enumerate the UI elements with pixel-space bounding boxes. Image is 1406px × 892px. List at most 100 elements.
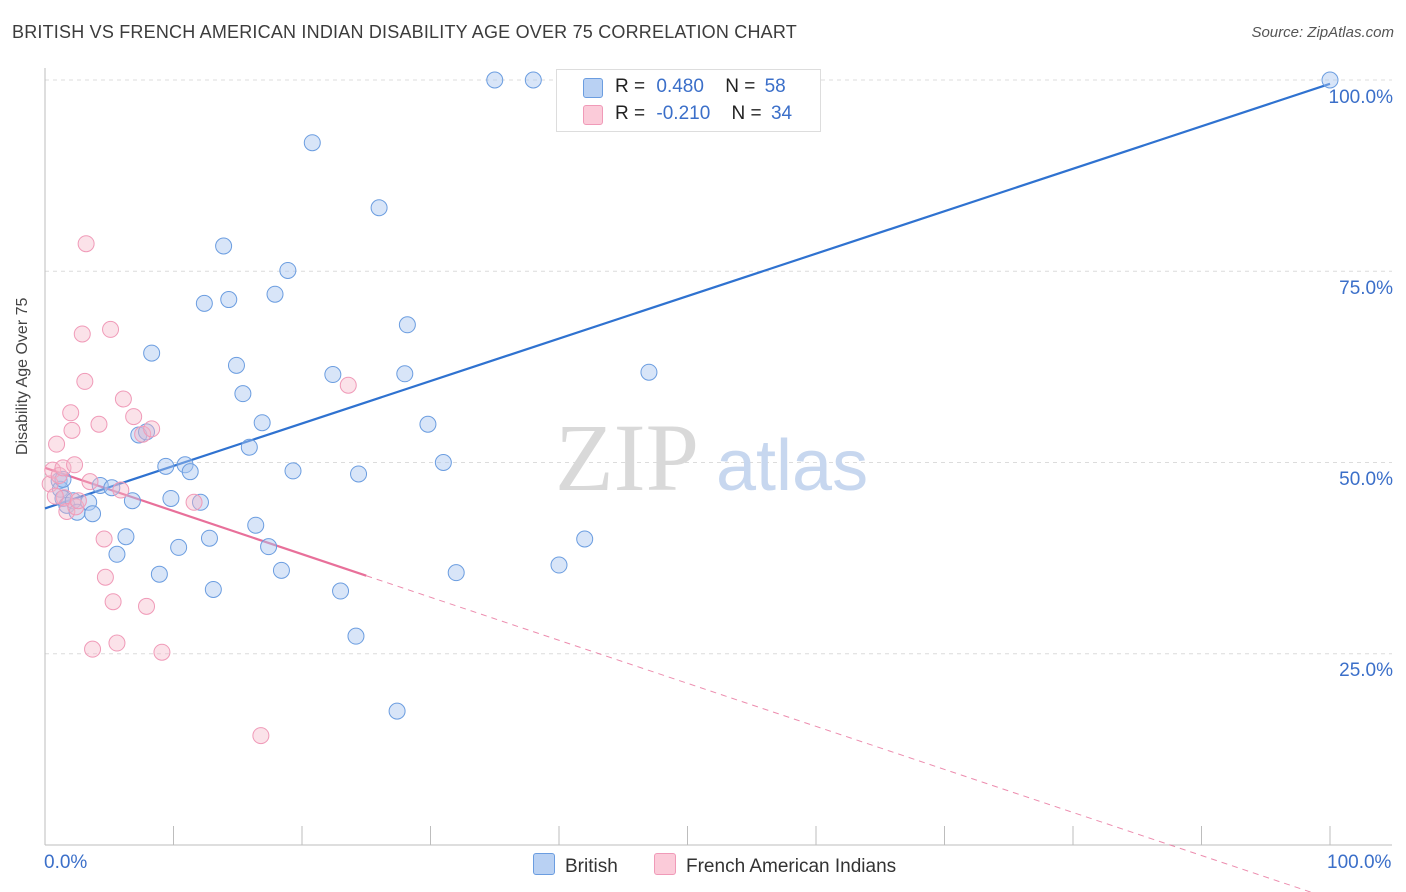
y-tick-label-50: 50.0%	[1339, 469, 1393, 490]
british-r-value: 0.480	[656, 76, 704, 97]
french-data-point	[66, 456, 84, 474]
british-data-point	[150, 565, 168, 583]
british-data-point	[370, 199, 388, 217]
british-data-point	[260, 538, 278, 556]
x-tick-label-0: 0.0%	[44, 852, 88, 873]
trend-line-extension	[366, 575, 1313, 892]
source-label: Source: ZipAtlas.com	[1251, 24, 1394, 41]
data-points	[41, 71, 1339, 745]
british-data-point	[220, 291, 238, 309]
french-data-point	[84, 640, 102, 658]
trend-line-french	[44, 466, 367, 577]
watermark: ZIP atlas	[555, 404, 868, 511]
british-data-point	[117, 528, 135, 546]
french-swatch	[583, 105, 603, 125]
french-n-value: 34	[770, 103, 793, 124]
french-data-point	[185, 493, 203, 511]
british-n-value: 58	[764, 76, 786, 97]
british-data-point	[550, 556, 568, 574]
y-tick-label-25: 25.0%	[1339, 660, 1393, 681]
french-data-point	[81, 473, 99, 491]
british-data-point	[419, 415, 437, 433]
french-data-point	[134, 425, 152, 443]
british-data-point	[576, 530, 594, 548]
french-r-label: R =	[615, 103, 646, 124]
french-data-point	[153, 643, 171, 661]
british-data-point	[398, 316, 416, 334]
watermark-zip: ZIP	[555, 404, 699, 511]
british-data-point	[324, 366, 342, 384]
french-data-point	[90, 415, 108, 433]
british-data-point	[350, 465, 368, 483]
british-data-point	[143, 344, 161, 362]
french-data-point	[76, 372, 94, 390]
french-legend-label: French American Indians	[686, 856, 897, 877]
french-data-point	[143, 420, 161, 438]
british-data-point	[640, 363, 658, 381]
british-data-point	[447, 564, 465, 582]
british-data-point	[108, 545, 126, 563]
trend-line-british	[44, 82, 1331, 510]
british-data-point	[247, 516, 265, 534]
french-data-point	[102, 320, 120, 338]
french-data-point	[48, 435, 66, 453]
british-data-point	[204, 580, 222, 598]
french-data-point	[73, 325, 91, 343]
british-data-point	[123, 492, 141, 510]
chart-title: BRITISH VS FRENCH AMERICAN INDIAN DISABI…	[12, 22, 797, 42]
french-legend-swatch	[654, 853, 676, 875]
axes	[44, 68, 1392, 846]
british-data-point	[434, 454, 452, 471]
french-data-point	[95, 530, 113, 548]
british-data-point	[200, 529, 218, 547]
french-data-point	[114, 390, 132, 408]
british-data-point	[170, 538, 188, 556]
british-data-point	[157, 457, 175, 475]
french-data-point	[339, 376, 357, 394]
british-data-point	[524, 71, 542, 89]
french-data-point	[63, 421, 81, 439]
french-data-point	[55, 489, 73, 507]
french-data-point	[69, 492, 87, 510]
british-data-point	[486, 71, 504, 89]
british-data-point	[272, 561, 290, 579]
french-data-point	[77, 235, 95, 253]
british-data-point	[181, 463, 199, 481]
british-data-point	[240, 438, 258, 456]
french-data-point	[112, 481, 130, 499]
french-data-point	[125, 408, 143, 426]
british-data-point	[195, 294, 213, 312]
british-data-point	[227, 356, 245, 374]
french-data-point	[104, 593, 122, 611]
british-data-point	[215, 237, 233, 255]
british-data-point	[266, 285, 284, 303]
watermark-atlas: atlas	[716, 426, 868, 506]
trend-lines	[44, 82, 1331, 892]
french-data-point	[58, 502, 76, 520]
british-data-point	[191, 493, 209, 511]
british-data-point	[396, 365, 414, 383]
british-data-point	[279, 261, 297, 279]
british-legend-swatch	[533, 853, 555, 875]
british-data-point	[332, 582, 350, 600]
bottom-legend-french: French American Indians	[654, 853, 896, 878]
french-data-point	[252, 727, 270, 745]
british-data-point	[388, 702, 406, 720]
british-r-label: R =	[615, 76, 646, 97]
british-data-point	[303, 134, 321, 152]
french-data-point	[46, 487, 64, 505]
british-n-label: N =	[725, 76, 756, 97]
british-data-point	[84, 505, 102, 523]
french-data-point	[62, 404, 80, 422]
x-tick-label-100: 100.0%	[1327, 852, 1392, 873]
french-data-point	[96, 568, 114, 586]
british-data-point	[162, 489, 180, 507]
british-data-point	[284, 462, 302, 480]
grid	[45, 79, 1392, 655]
british-data-point	[234, 385, 252, 403]
british-swatch	[583, 78, 603, 98]
stats-legend: R = 0.480 N = 58 R = -0.210 N = 34	[556, 69, 821, 132]
bottom-legend-british: British	[533, 853, 618, 878]
french-data-point	[108, 634, 126, 652]
